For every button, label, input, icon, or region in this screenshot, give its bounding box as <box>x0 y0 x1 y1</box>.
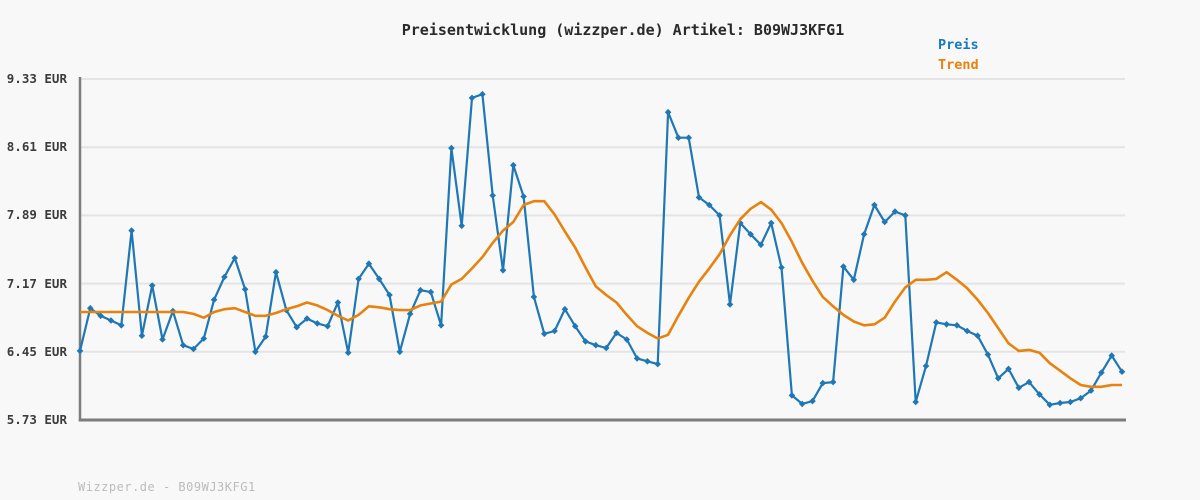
y-tick-label: 5.73 EUR <box>6 412 67 427</box>
y-tick-label: 6.45 EUR <box>6 343 67 359</box>
y-tick-label: 7.17 EUR <box>6 275 67 291</box>
chart-title: Preisentwicklung (wizzper.de) Artikel: B… <box>401 21 845 39</box>
y-tick-label: 9.33 EUR <box>6 71 67 86</box>
chart-legend: Preis Trend <box>938 38 979 72</box>
legend-item-trend: Trend <box>938 57 979 73</box>
legend-item-preis: Preis <box>938 37 979 53</box>
y-tick-label: 7.89 EUR <box>6 207 67 223</box>
y-tick-label: 8.61 EUR <box>6 139 67 155</box>
watermark-text: Wizzper.de - B09WJ3KFG1 <box>78 480 256 494</box>
